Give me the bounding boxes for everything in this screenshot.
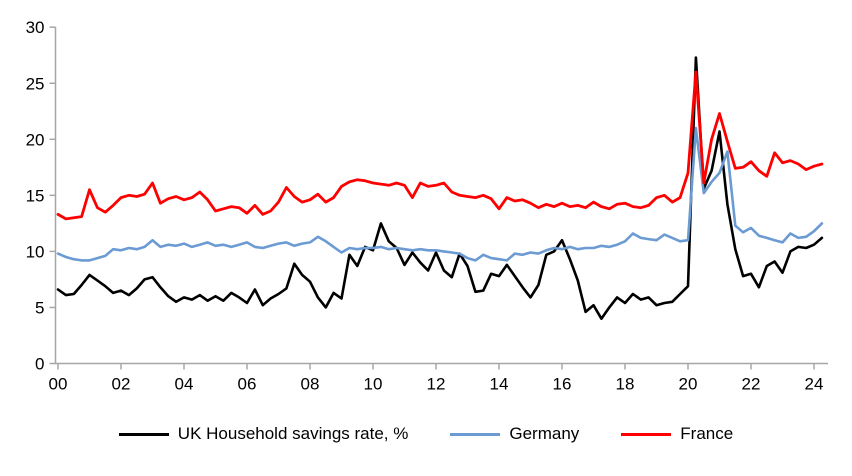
x-axis-tick-label: 02 bbox=[112, 375, 131, 394]
y-axis-tick-label: 10 bbox=[26, 242, 45, 261]
y-axis-tick-label: 5 bbox=[35, 298, 44, 317]
legend-label-uk: UK Household savings rate, % bbox=[177, 424, 409, 443]
x-axis-tick-label: 00 bbox=[49, 375, 68, 394]
savings-rate-chart: 0 5 10 15 20 25 30 00 02 04 06 08 10 12 14 16 18 20 22 24 bbox=[26, 18, 828, 394]
x-axis-tick-label: 18 bbox=[616, 375, 635, 394]
y-axis-tick-label: 0 bbox=[35, 355, 44, 374]
x-axis-tick-label: 14 bbox=[490, 375, 509, 394]
uk-line-swatch-icon bbox=[118, 432, 169, 436]
x-axis-tick-label: 22 bbox=[742, 375, 761, 394]
chart-legend: UK Household savings rate, % Germany Fra… bbox=[0, 424, 852, 444]
chart-plot-area: 0 5 10 15 20 25 30 00 02 04 06 08 10 12 14 16 18 20 22 24 bbox=[26, 18, 828, 394]
x-axis-tick-label: 16 bbox=[553, 375, 572, 394]
x-axis-tick-label: 20 bbox=[679, 375, 698, 394]
y-axis-tick-label: 25 bbox=[26, 74, 45, 93]
x-axis-tick-label: 10 bbox=[364, 375, 383, 394]
legend-item-uk: UK Household savings rate, % bbox=[118, 424, 409, 444]
y-axis-tick-label: 15 bbox=[26, 186, 45, 205]
france-line-swatch-icon bbox=[621, 432, 672, 436]
x-axis-tick-label: 06 bbox=[238, 375, 257, 394]
legend-label-germany: Germany bbox=[509, 424, 580, 443]
legend-item-france: France bbox=[621, 424, 733, 444]
y-axis-tick-label: 20 bbox=[26, 130, 45, 149]
legend-label-france: France bbox=[680, 424, 734, 443]
x-axis-tick-label: 08 bbox=[301, 375, 320, 394]
legend-item-germany: Germany bbox=[450, 424, 579, 444]
x-axis-tick-label: 24 bbox=[805, 375, 824, 394]
y-axis-tick-label: 30 bbox=[26, 18, 45, 37]
x-axis-tick-label: 04 bbox=[175, 375, 194, 394]
germany-line-swatch-icon bbox=[450, 432, 501, 436]
series-line-germany bbox=[56, 126, 824, 262]
series-line-france bbox=[56, 70, 824, 221]
x-axis-tick-label: 12 bbox=[427, 375, 446, 394]
